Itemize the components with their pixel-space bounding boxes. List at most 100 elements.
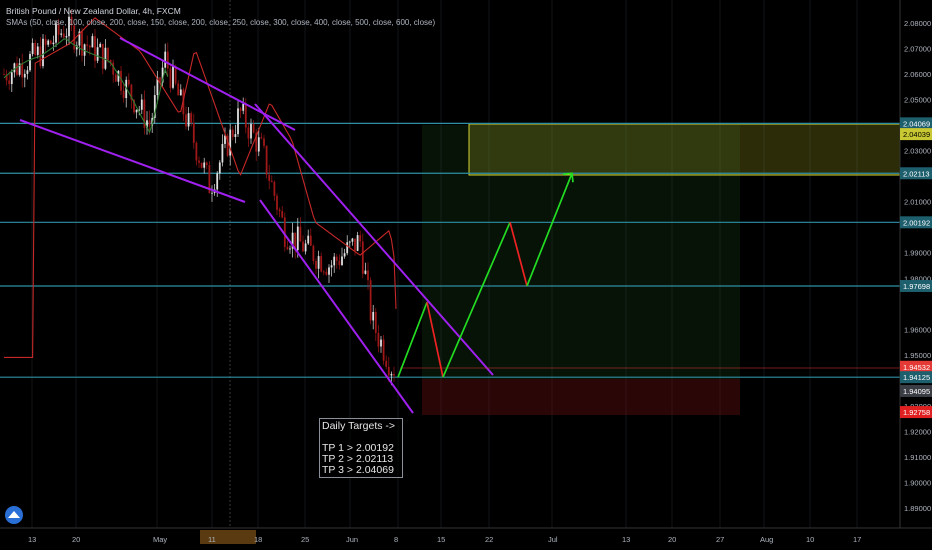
candle-body [73, 25, 76, 50]
price-tick-label: 2.03000 [904, 147, 931, 156]
candle-body [281, 211, 284, 218]
price-tick-label: 2.08000 [904, 19, 931, 28]
candle-body [299, 226, 302, 242]
candle-body [356, 235, 359, 251]
candle-body [122, 90, 125, 99]
candle-body [296, 226, 299, 251]
time-tick-label: 11 [208, 535, 216, 544]
candle-body [161, 67, 164, 83]
candle-body [247, 127, 250, 139]
candle-body [237, 108, 239, 135]
price-tick-label: 1.90000 [904, 478, 931, 487]
candle-body [330, 265, 333, 268]
price-tick-label: 1.91000 [904, 453, 931, 462]
candle-body [31, 42, 34, 55]
price-tick-label: 1.95000 [904, 351, 931, 360]
candle-body [348, 241, 351, 243]
candle-body [320, 256, 323, 272]
candle-body [252, 124, 255, 133]
candle-body [211, 192, 213, 194]
price-tick-label: 1.92000 [904, 427, 931, 436]
candle-body [283, 217, 286, 247]
time-tick-label: 20 [668, 535, 676, 544]
candle-body [21, 63, 24, 78]
candle-body [359, 235, 362, 242]
candle-body [325, 271, 328, 275]
path-up-leg [442, 221, 511, 378]
candle-body [203, 162, 206, 168]
price-tick-label: 1.96000 [904, 325, 931, 334]
candle-body [164, 51, 167, 68]
time-tick-label: 13 [28, 535, 36, 544]
channel-lower-line [19, 119, 246, 203]
candle-body [369, 280, 372, 321]
target-tp3: TP 3 > 2.04069 [322, 464, 394, 476]
candle-body [231, 129, 234, 137]
channel-upper-line-2 [254, 103, 494, 376]
candle-body [57, 23, 60, 35]
candle-body [333, 256, 336, 266]
time-axis-bg [0, 528, 932, 550]
candle-body [96, 47, 99, 61]
tradingview-logo-icon[interactable] [5, 506, 23, 524]
candle-body [18, 63, 21, 75]
candle-body [29, 54, 31, 71]
candle-body [120, 70, 122, 91]
targets-heading: Daily Targets -> [322, 420, 396, 432]
price-tick-label: 1.89000 [904, 504, 931, 513]
candle-body [109, 59, 112, 63]
time-tick-label: 17 [853, 535, 861, 544]
candle-body [307, 235, 310, 244]
candle-body [341, 256, 343, 265]
candle-body [107, 47, 109, 60]
price-tick-label: 2.06000 [904, 70, 931, 79]
price-tick-label: 2.01000 [904, 198, 931, 207]
candle-body [91, 36, 94, 48]
candle-body [380, 339, 382, 347]
candle-body [216, 173, 219, 190]
candle-body [117, 70, 120, 82]
candle-body [114, 74, 117, 82]
candle-body [8, 80, 11, 85]
candle-body [179, 89, 182, 96]
candle-body [62, 33, 65, 38]
candle-body [140, 99, 143, 110]
candle-body [385, 360, 388, 367]
candle-body [312, 245, 315, 262]
candle-body [47, 40, 50, 45]
path-up-leg [397, 301, 428, 378]
candle-body [338, 260, 341, 265]
candle-body [377, 333, 380, 347]
candle-body [278, 209, 281, 212]
price-tag [900, 360, 932, 373]
candle-body [166, 51, 169, 69]
candle-body [263, 138, 265, 146]
candle-body [218, 162, 221, 174]
profit-zone [422, 125, 740, 379]
time-tick-label: 13 [622, 535, 630, 544]
price-tag [900, 167, 932, 180]
price-tick-label: 1.98000 [904, 274, 931, 283]
candle-body [309, 235, 312, 246]
candle-body [36, 46, 39, 55]
candle-body [244, 103, 247, 128]
candle-body [187, 113, 190, 127]
candle-body [351, 238, 354, 242]
time-range-highlight [200, 530, 256, 544]
candle-body [354, 238, 356, 251]
time-tick-label: May [153, 535, 167, 544]
candle-body [10, 72, 13, 85]
candle-body [294, 232, 297, 251]
candle-body [239, 108, 242, 111]
chart-title: British Pound / New Zealand Dollar, 4h, … [6, 6, 181, 16]
target-tp1: TP 1 > 2.00192 [322, 442, 394, 454]
candle-body [60, 33, 63, 35]
projection-path [397, 172, 574, 378]
candle-body [390, 373, 393, 376]
target-zone-box [468, 123, 902, 176]
price-axis-bg [900, 0, 932, 528]
candle-body [3, 74, 5, 75]
channel-lower-line-2 [259, 199, 414, 414]
candle-body [367, 270, 369, 281]
